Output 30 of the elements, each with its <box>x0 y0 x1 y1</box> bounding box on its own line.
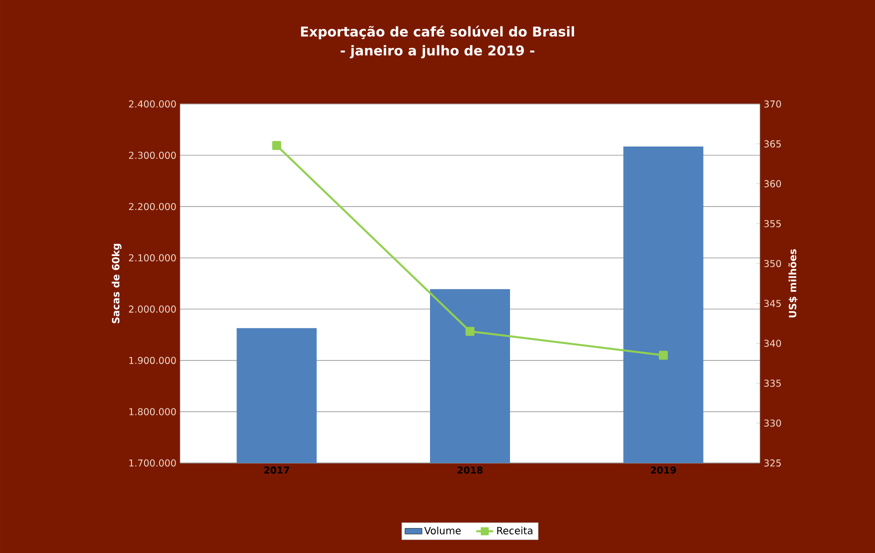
point <box>466 326 475 336</box>
x-tick-label: 2017 <box>264 466 290 474</box>
y-tick-label: 1.900.000 <box>129 356 176 364</box>
y2-tick-label: 340 <box>764 340 781 347</box>
y2-tick-label: 360 <box>764 180 781 188</box>
chart-subtitle: - janeiro a julho de 2019 - <box>340 45 534 58</box>
y2-tick-label: 355 <box>764 220 781 228</box>
y-tick-label: 1.800.000 <box>129 408 176 416</box>
x-tick-label: 2018 <box>458 466 483 474</box>
y-tick-label: 2.000.000 <box>129 306 176 313</box>
y2-tick-label: 365 <box>764 140 781 148</box>
chart-title: Exportação de café solúvel do Brasil <box>301 26 574 40</box>
y2-tick-label: 370 <box>764 100 781 108</box>
y-tick-label: 2.200.000 <box>129 202 176 210</box>
y2-tick-label: 325 <box>764 459 781 467</box>
y2-tick-label: 350 <box>764 260 781 268</box>
y2-axis-title: US$ milhões <box>788 249 798 318</box>
y-tick-label: 1.700.000 <box>129 459 176 467</box>
point <box>272 140 282 150</box>
point <box>658 350 668 360</box>
y2-tick-label: 330 <box>764 420 781 427</box>
y-tick-label: 2.400.000 <box>129 100 176 108</box>
y-axis-title: Sacas de 60kg <box>112 244 122 324</box>
x-tick-label: 2019 <box>650 466 676 474</box>
y2-tick-label: 345 <box>764 300 781 308</box>
y-tick-label: 2.300.000 <box>129 152 176 159</box>
y-tick-label: 2.100.000 <box>129 254 176 262</box>
y2-tick-label: 335 <box>764 380 781 387</box>
legend-label: Volume <box>424 526 461 534</box>
legend-label: Receita <box>497 526 532 534</box>
